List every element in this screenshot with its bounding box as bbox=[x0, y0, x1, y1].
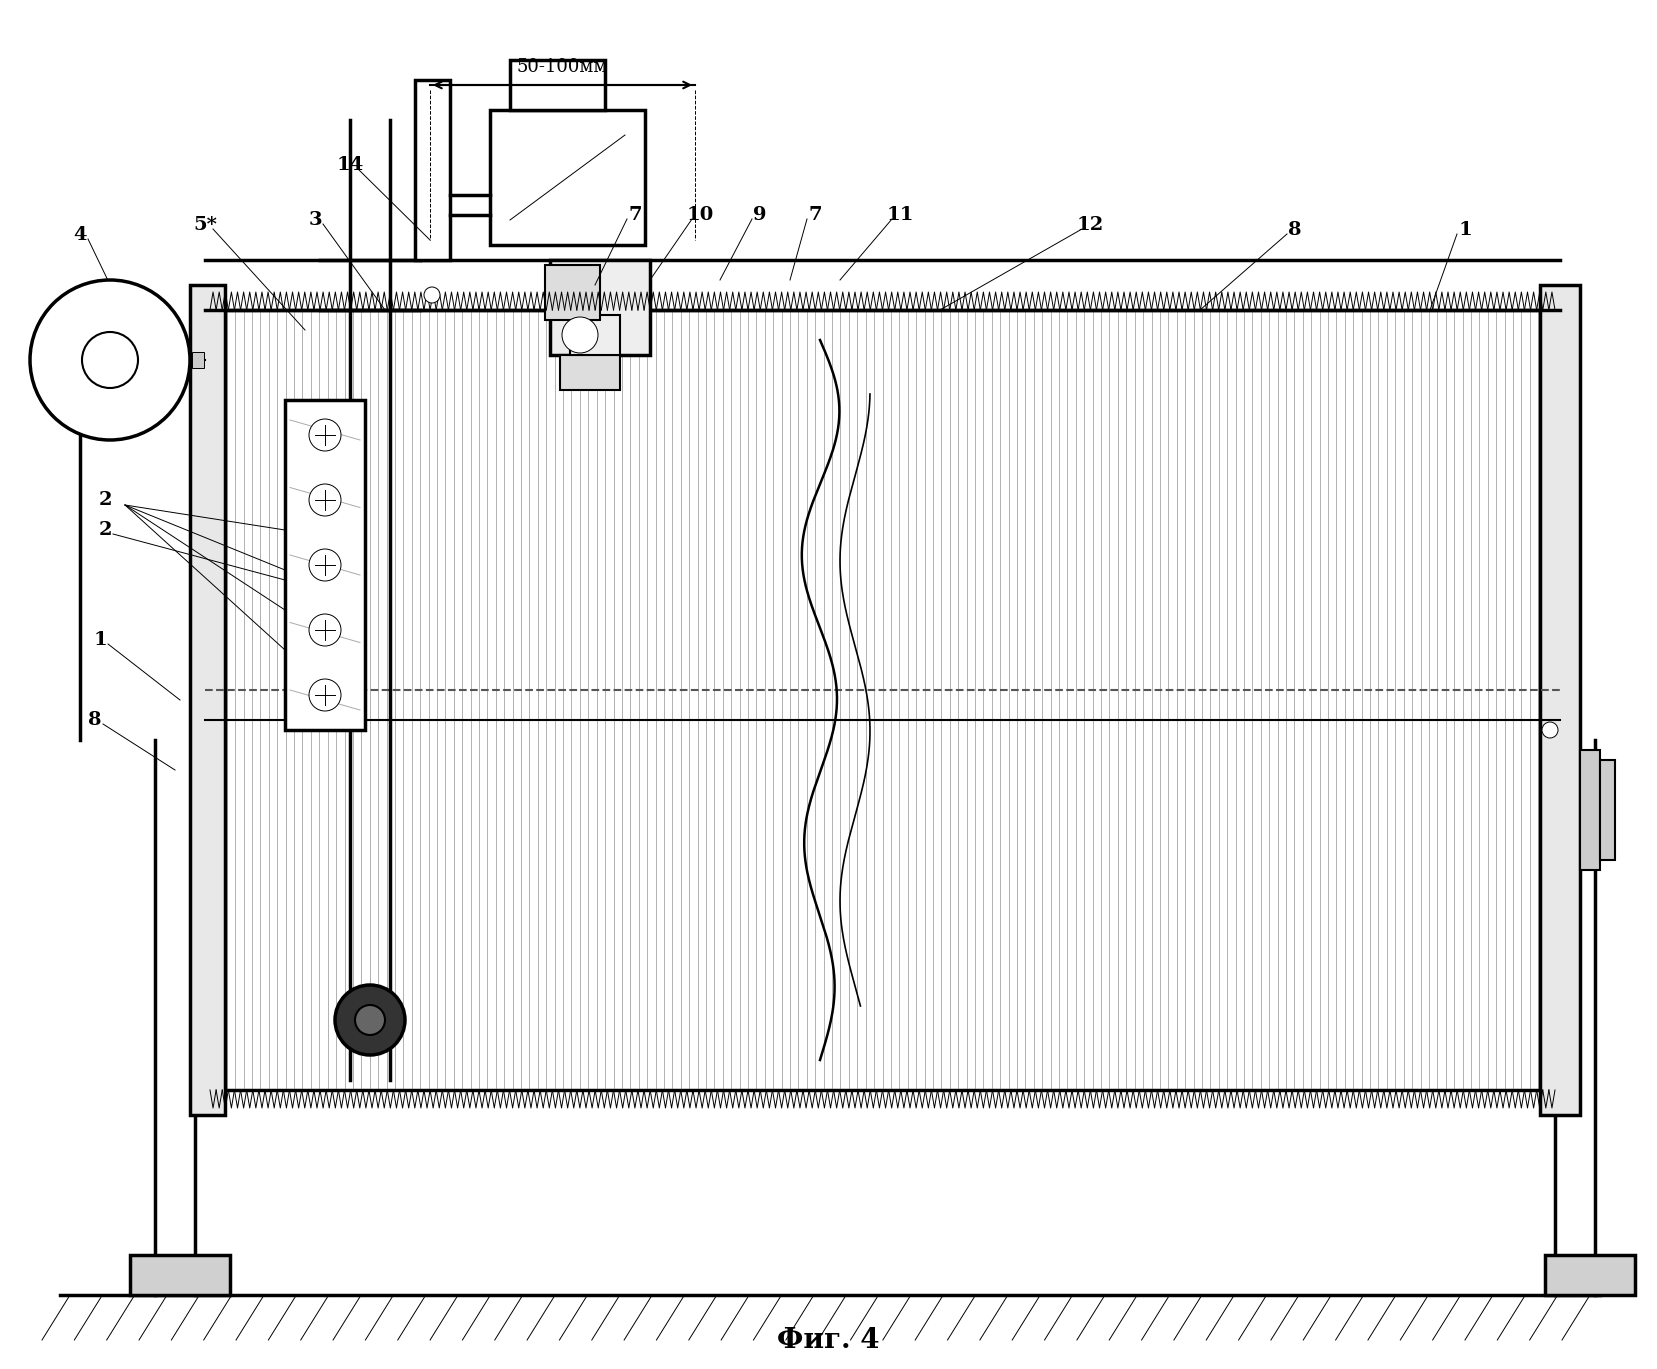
Text: 50-100мм: 50-100мм bbox=[517, 57, 608, 77]
Bar bbox=[1581, 750, 1601, 871]
Bar bbox=[1539, 285, 1581, 1114]
Bar bbox=[414, 79, 451, 260]
Text: 2: 2 bbox=[98, 491, 111, 509]
Bar bbox=[510, 60, 605, 110]
Text: 4: 4 bbox=[73, 226, 86, 244]
Bar bbox=[191, 285, 225, 1114]
Bar bbox=[192, 352, 204, 368]
Bar bbox=[1601, 760, 1616, 860]
Text: 8: 8 bbox=[88, 711, 101, 730]
Circle shape bbox=[335, 986, 404, 1055]
Bar bbox=[560, 355, 620, 390]
Bar bbox=[60, 330, 99, 390]
Text: 7: 7 bbox=[809, 205, 822, 225]
Text: 7: 7 bbox=[628, 205, 641, 225]
Text: 10: 10 bbox=[686, 205, 714, 225]
Circle shape bbox=[30, 281, 191, 439]
Circle shape bbox=[308, 615, 341, 646]
Text: 8: 8 bbox=[1287, 220, 1302, 240]
Text: 14: 14 bbox=[336, 156, 363, 174]
Text: 9: 9 bbox=[754, 205, 767, 225]
Circle shape bbox=[424, 287, 441, 303]
Circle shape bbox=[308, 549, 341, 580]
Bar bbox=[545, 266, 600, 320]
Circle shape bbox=[308, 679, 341, 711]
Bar bbox=[570, 315, 620, 355]
Bar bbox=[550, 260, 650, 355]
Text: 2: 2 bbox=[98, 522, 111, 539]
Bar bbox=[129, 1255, 230, 1295]
Text: 1: 1 bbox=[1458, 220, 1471, 240]
Bar bbox=[1544, 1255, 1635, 1295]
Circle shape bbox=[355, 1005, 384, 1035]
Text: 12: 12 bbox=[1077, 216, 1104, 234]
Text: 1: 1 bbox=[93, 631, 106, 649]
Circle shape bbox=[308, 485, 341, 516]
Text: Фиг. 4: Фиг. 4 bbox=[777, 1327, 880, 1354]
Bar bbox=[490, 110, 645, 245]
Circle shape bbox=[308, 419, 341, 450]
Circle shape bbox=[1543, 721, 1558, 738]
Bar bbox=[285, 400, 365, 730]
Text: 5*: 5* bbox=[194, 216, 217, 234]
Circle shape bbox=[562, 318, 598, 353]
Text: 3: 3 bbox=[308, 211, 321, 229]
Text: 11: 11 bbox=[886, 205, 913, 225]
Circle shape bbox=[81, 333, 138, 387]
